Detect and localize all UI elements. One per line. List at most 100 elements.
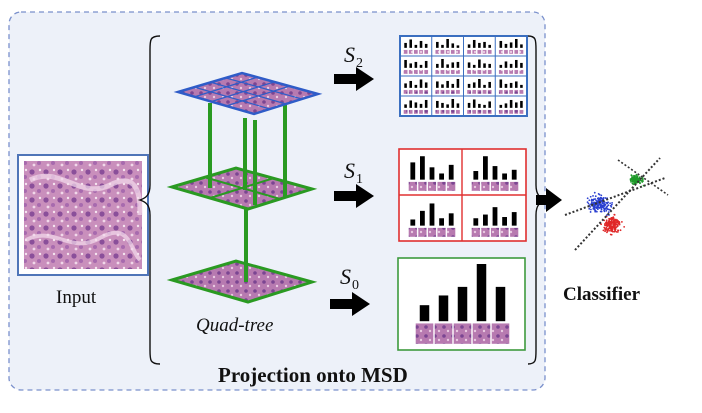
cell-thumbnail — [503, 49, 509, 55]
histogram-bar — [511, 169, 517, 180]
histogram-bar — [404, 83, 407, 88]
scale-label-s0: S0 — [340, 266, 359, 293]
histogram-bar — [414, 61, 418, 68]
cell-thumbnail — [509, 227, 519, 238]
cell-thumbnail — [498, 89, 504, 95]
histogram-bar — [520, 44, 523, 48]
scatter-point — [609, 223, 612, 225]
cell-thumbnail — [440, 89, 445, 95]
cell-thumbnail — [455, 49, 461, 55]
input-label: Input — [56, 287, 97, 308]
s2-histogram-chart — [466, 39, 492, 55]
scatter-point — [607, 224, 610, 227]
scatter-point — [596, 208, 599, 211]
cell-thumbnail — [450, 89, 456, 95]
histogram-bar — [509, 82, 513, 88]
scatter-point — [604, 230, 606, 233]
scatter-point — [605, 209, 608, 212]
cell-thumbnail — [408, 227, 418, 238]
cell-thumbnail — [519, 69, 524, 75]
scatter-point — [602, 229, 605, 232]
scatter-point — [595, 210, 598, 213]
cell-thumbnail — [427, 181, 437, 192]
scale-letter: S — [344, 158, 355, 183]
cell-thumbnail — [514, 49, 519, 55]
histogram-bar — [441, 44, 444, 48]
histogram-bar — [499, 64, 503, 68]
cell-thumbnail — [434, 323, 453, 345]
scatter-point — [590, 199, 593, 202]
cell-thumbnail — [514, 109, 519, 115]
scatter-point — [613, 214, 616, 216]
scatter-point — [603, 202, 605, 205]
scatter-point — [610, 217, 613, 220]
histogram-bar — [478, 59, 481, 68]
histogram-bar — [483, 156, 488, 180]
histogram-bar — [511, 212, 517, 226]
scatter-point — [610, 203, 613, 206]
histogram-bar — [446, 38, 449, 48]
scatter-point — [589, 208, 592, 211]
cell-thumbnail — [408, 181, 418, 192]
cell-thumbnail — [435, 69, 440, 75]
histogram-bar — [514, 38, 518, 48]
histogram-bar — [456, 61, 460, 68]
cell-thumbnail — [413, 49, 419, 55]
scatter-point — [632, 179, 635, 181]
cell-thumbnail — [435, 49, 440, 55]
scatter-point — [609, 233, 612, 236]
scatter-point — [587, 202, 590, 205]
histogram-bar — [478, 78, 481, 88]
scatter-point — [599, 198, 601, 200]
histogram-bar — [414, 44, 418, 48]
s1-histogram-chart — [471, 156, 519, 192]
scatter-point — [607, 211, 610, 214]
histogram-bar — [520, 62, 523, 68]
scale-label-s2: S2 — [344, 44, 363, 71]
scatter-point — [641, 177, 644, 180]
scatter-point — [589, 211, 592, 213]
quadtree — [166, 71, 323, 304]
projection-label: Projection onto MSD — [218, 363, 408, 387]
histogram-bar — [424, 82, 428, 88]
histogram-bar — [419, 64, 423, 68]
histogram-bar — [504, 83, 508, 88]
histogram-bar — [520, 100, 523, 108]
scatter-point — [599, 206, 602, 208]
histogram-bar — [514, 81, 518, 88]
cell-thumbnail — [403, 69, 408, 75]
histogram-bar — [456, 45, 460, 48]
cell-thumbnail — [408, 109, 413, 115]
s2-histogram-chart — [403, 79, 429, 95]
right-arrow-icon — [536, 188, 562, 212]
histogram-bar — [502, 217, 507, 226]
cell-thumbnail — [480, 181, 490, 192]
histogram-bar — [436, 63, 439, 68]
scatter-point — [592, 207, 595, 210]
cell-thumbnail — [446, 227, 456, 238]
scatter-point — [614, 225, 616, 228]
cell-thumbnail — [508, 69, 514, 75]
histogram-bar — [488, 44, 491, 48]
scatter-point — [602, 207, 605, 209]
cell-thumbnail — [418, 49, 424, 55]
cell-thumbnail — [514, 69, 519, 75]
cell-thumbnail — [415, 323, 434, 345]
scatter-point — [620, 221, 623, 223]
histogram-bar — [429, 167, 435, 180]
scatter-point — [600, 208, 603, 211]
scatter-point — [593, 191, 596, 194]
cell-thumbnail — [471, 69, 477, 75]
s1-histogram-chart — [408, 156, 456, 192]
histogram-bar — [414, 84, 418, 88]
cell-thumbnail — [503, 89, 509, 95]
scatter-point — [610, 221, 613, 224]
decision-boundary — [574, 157, 661, 251]
quadtree-label: Quad-tree — [196, 315, 274, 336]
classifier-scatter — [564, 157, 669, 251]
cell-thumbnail — [435, 109, 440, 115]
scatter-point — [616, 224, 619, 227]
right-arrow-icon — [334, 184, 374, 208]
scatter-point — [606, 201, 609, 204]
histogram-bar — [467, 102, 471, 108]
